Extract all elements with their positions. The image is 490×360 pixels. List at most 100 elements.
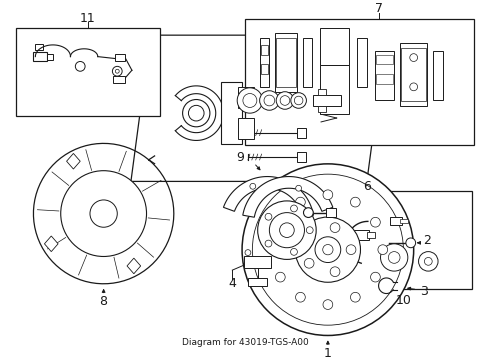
Bar xyxy=(375,51,394,99)
Bar xyxy=(376,74,393,84)
Circle shape xyxy=(252,174,403,325)
Bar xyxy=(296,128,306,138)
Circle shape xyxy=(410,54,417,62)
Polygon shape xyxy=(243,176,333,217)
Text: 5: 5 xyxy=(294,228,303,240)
Circle shape xyxy=(237,88,263,113)
Bar xyxy=(433,51,443,99)
Circle shape xyxy=(406,238,416,248)
Circle shape xyxy=(280,96,290,105)
Text: Diagram for 43019-TGS-A00: Diagram for 43019-TGS-A00 xyxy=(182,338,308,347)
Circle shape xyxy=(265,240,272,247)
Circle shape xyxy=(275,217,285,227)
Bar xyxy=(376,55,393,64)
Circle shape xyxy=(115,69,119,73)
Circle shape xyxy=(389,252,400,263)
Bar xyxy=(401,48,426,102)
Bar xyxy=(302,38,312,87)
Polygon shape xyxy=(223,176,314,217)
Bar xyxy=(245,19,474,145)
Text: 11: 11 xyxy=(80,12,96,25)
Circle shape xyxy=(280,223,294,238)
Circle shape xyxy=(270,213,304,248)
Bar xyxy=(353,230,369,240)
Circle shape xyxy=(350,197,360,207)
Bar xyxy=(276,38,295,87)
Circle shape xyxy=(424,257,432,265)
Circle shape xyxy=(75,62,85,71)
Circle shape xyxy=(291,205,297,212)
Circle shape xyxy=(291,93,306,108)
Bar xyxy=(320,28,349,66)
Text: 7: 7 xyxy=(375,2,383,15)
Circle shape xyxy=(378,245,388,255)
Text: 4: 4 xyxy=(228,277,236,290)
Bar xyxy=(336,191,472,289)
Bar xyxy=(326,208,336,217)
Circle shape xyxy=(268,245,278,255)
Circle shape xyxy=(306,227,313,234)
Bar xyxy=(16,28,160,116)
Bar xyxy=(33,52,47,62)
Bar xyxy=(47,54,53,59)
Bar xyxy=(357,38,367,87)
Circle shape xyxy=(276,92,294,109)
Circle shape xyxy=(294,96,303,105)
Circle shape xyxy=(330,267,340,276)
Circle shape xyxy=(304,258,314,268)
Circle shape xyxy=(112,66,122,76)
Bar xyxy=(313,95,341,106)
Bar xyxy=(220,82,242,144)
Circle shape xyxy=(264,95,275,106)
Circle shape xyxy=(323,244,333,255)
Circle shape xyxy=(245,250,251,256)
Text: 1: 1 xyxy=(324,347,332,360)
Text: 9: 9 xyxy=(236,150,244,163)
Bar xyxy=(260,38,270,87)
Circle shape xyxy=(381,244,408,271)
Text: 6: 6 xyxy=(363,180,371,193)
Circle shape xyxy=(243,94,257,107)
Bar xyxy=(261,64,269,74)
Circle shape xyxy=(265,213,272,220)
Bar xyxy=(390,217,402,225)
Polygon shape xyxy=(67,153,80,169)
Circle shape xyxy=(410,83,417,91)
Circle shape xyxy=(370,272,380,282)
Bar xyxy=(35,44,43,50)
Bar xyxy=(367,232,375,238)
Bar xyxy=(261,45,269,55)
Circle shape xyxy=(304,231,314,241)
Text: 10: 10 xyxy=(396,294,412,307)
Bar xyxy=(238,87,254,108)
Bar xyxy=(400,43,427,106)
Circle shape xyxy=(90,200,117,227)
Circle shape xyxy=(295,217,361,282)
Circle shape xyxy=(260,91,279,110)
Circle shape xyxy=(330,223,340,233)
Circle shape xyxy=(295,185,301,191)
Bar xyxy=(115,54,125,62)
Circle shape xyxy=(315,237,341,262)
Circle shape xyxy=(370,217,380,227)
Bar xyxy=(328,66,342,85)
Bar xyxy=(320,66,349,114)
Bar xyxy=(296,152,306,162)
Bar xyxy=(318,89,326,95)
Bar xyxy=(238,118,254,139)
Bar xyxy=(318,106,326,112)
Circle shape xyxy=(61,171,147,256)
Circle shape xyxy=(303,208,313,217)
Text: 3: 3 xyxy=(420,285,428,298)
Polygon shape xyxy=(45,236,58,252)
Bar xyxy=(275,33,296,92)
Circle shape xyxy=(295,197,305,207)
Bar xyxy=(400,220,408,223)
Polygon shape xyxy=(131,35,387,181)
Circle shape xyxy=(242,164,414,336)
Circle shape xyxy=(346,245,356,255)
Circle shape xyxy=(350,292,360,302)
Text: 8: 8 xyxy=(99,295,108,308)
Bar xyxy=(248,278,268,286)
Circle shape xyxy=(275,272,285,282)
